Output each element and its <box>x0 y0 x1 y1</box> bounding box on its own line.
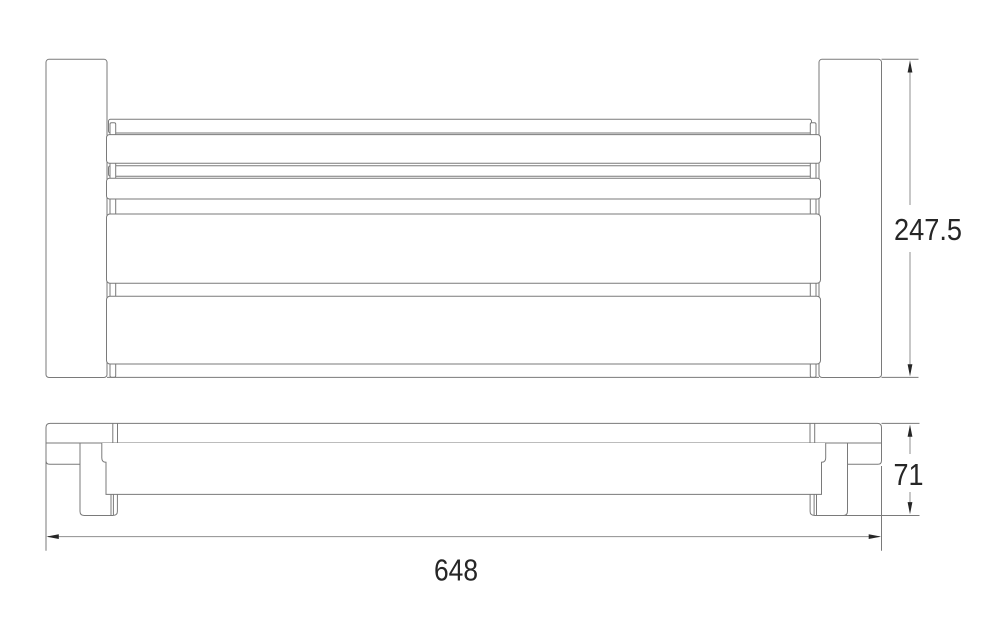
dimension-label-height: 71 <box>894 457 924 492</box>
left-bracket-plate <box>45 443 80 465</box>
plan-thin-rail-2 <box>108 165 812 177</box>
plan-thin-rail-1 <box>108 118 812 134</box>
arrow-right-icon <box>868 534 882 539</box>
plan-slat-3 <box>106 213 821 284</box>
right-bracket-plate <box>847 443 882 465</box>
plan-left-post <box>45 58 108 379</box>
arrow-up-icon <box>907 60 913 73</box>
arrow-up-icon <box>907 424 913 437</box>
left-bracket-arm <box>79 443 114 516</box>
plan-slat-4 <box>106 295 821 365</box>
front-width-dimension: 648 <box>45 460 882 588</box>
front-view: 71 648 <box>45 422 924 588</box>
front-right-rod-tick <box>809 423 816 443</box>
front-left-rod-tick <box>112 423 118 443</box>
plan-slat-2 <box>106 177 821 200</box>
arrow-down-icon <box>907 364 913 377</box>
plan-depth-dimension: 247.5 <box>881 58 962 378</box>
front-top-bar <box>45 422 882 444</box>
plan-right-post <box>818 58 882 379</box>
right-bracket-rod-tail <box>809 494 817 516</box>
left-bracket-rod-tail <box>110 494 118 516</box>
dimension-label-width: 648 <box>434 553 478 588</box>
front-lower-bar <box>101 443 827 495</box>
arrow-down-icon <box>907 502 913 515</box>
plan-view: 247.5 <box>45 58 962 379</box>
dimension-label-depth: 247.5 <box>894 212 962 247</box>
arrow-left-icon <box>46 534 59 539</box>
front-height-dimension: 71 <box>843 422 924 516</box>
plan-slat-1 <box>106 134 821 164</box>
